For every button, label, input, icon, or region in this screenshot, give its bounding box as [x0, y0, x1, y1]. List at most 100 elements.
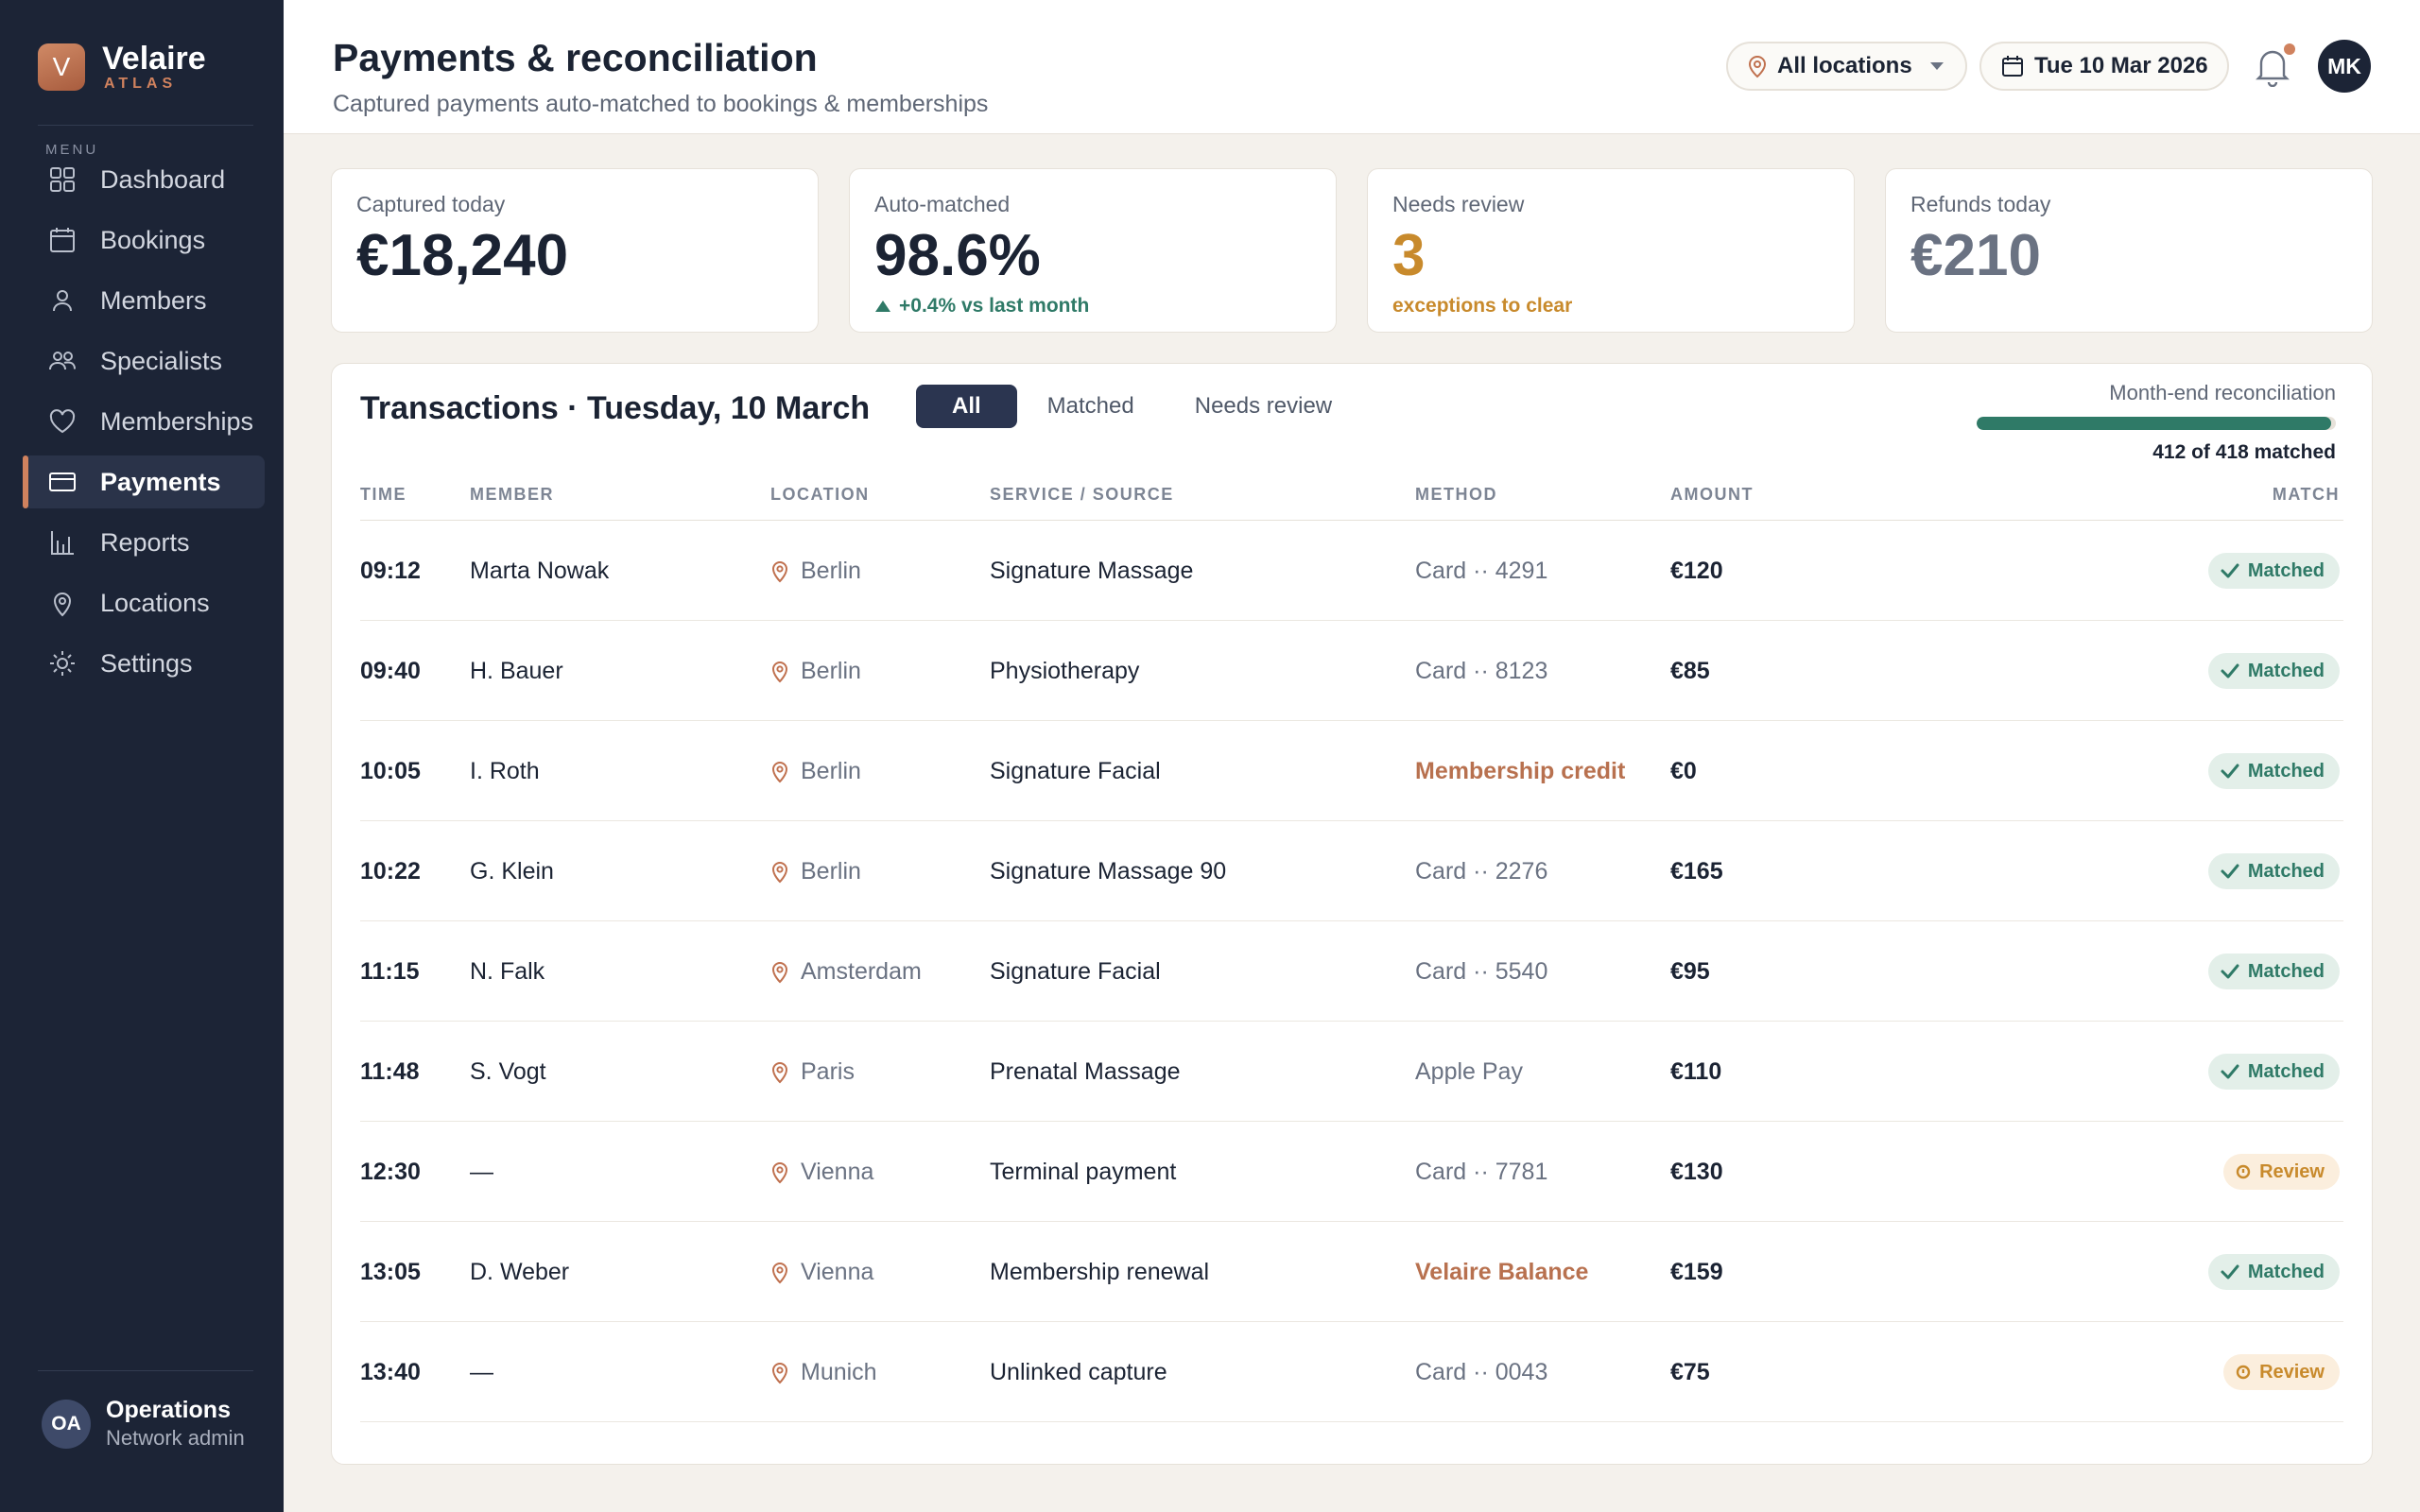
cell-match: Matched	[2207, 1222, 2340, 1322]
cell-amount: €75	[1670, 1358, 1710, 1385]
page-subtitle: Captured payments auto-matched to bookin…	[333, 91, 989, 117]
kpi-card-needs-review[interactable]: Needs review 3 exceptions to clear	[1367, 168, 1855, 333]
sidebar-item-label: Memberships	[100, 406, 254, 436]
cell-member: G. Klein	[470, 857, 554, 885]
status-label: Matched	[2247, 760, 2325, 782]
column-header-member[interactable]: MEMBER	[470, 485, 554, 504]
sidebar-item-settings[interactable]: Settings	[23, 637, 265, 690]
status-label: Matched	[2247, 660, 2325, 681]
sidebar-item-bookings[interactable]: Bookings	[23, 214, 265, 266]
tab-all[interactable]: All	[916, 385, 1017, 428]
column-header-location[interactable]: LOCATION	[770, 485, 870, 504]
location-label: Berlin	[801, 557, 861, 584]
alert-icon	[2236, 1365, 2251, 1380]
sidebar-item-label: Settings	[100, 648, 193, 678]
cell-amount: €95	[1670, 957, 1710, 985]
transactions-table: 09:12 Marta Nowak Berlin Signature Massage C…	[360, 521, 2343, 1422]
table-row[interactable]: 11:48 S. Vogt Paris Prenatal Massage Apple P…	[360, 1022, 2343, 1122]
cell-match: Review	[2223, 1122, 2340, 1222]
status-badge[interactable]: Matched	[2207, 853, 2340, 889]
users-icon	[49, 352, 76, 370]
date-picker[interactable]: Tue 10 Mar 2026	[1979, 42, 2229, 91]
user-name: Operations	[106, 1397, 231, 1423]
recon-count: 412 of 418 matched	[2152, 441, 2336, 463]
pin-icon	[1748, 56, 1767, 78]
sidebar-item-members[interactable]: Members	[23, 274, 265, 327]
table-row[interactable]: 13:40 — Munich Unlinked capture Card ·· 0043…	[360, 1322, 2343, 1422]
status-badge[interactable]: Matched	[2207, 954, 2340, 989]
column-header-match[interactable]: MATCH	[2272, 485, 2340, 504]
table-row[interactable]: 11:15 N. Falk Amsterdam Signature Facial Car…	[360, 921, 2343, 1022]
cell-member: S. Vogt	[470, 1057, 546, 1085]
status-badge[interactable]: Matched	[2207, 753, 2340, 789]
sidebar-item-payments[interactable]: Payments	[23, 455, 265, 508]
brand[interactable]: V Velaire ATLAS	[38, 42, 206, 93]
cell-member: —	[470, 1358, 493, 1385]
location-filter[interactable]: All locations	[1726, 42, 1967, 91]
table-row[interactable]: 09:40 H. Bauer Berlin Physiotherapy Card ·· …	[360, 621, 2343, 721]
kpi-value: 98.6%	[874, 223, 1041, 288]
cell-amount: €159	[1670, 1258, 1723, 1285]
status-label: Review	[2259, 1160, 2325, 1182]
kpi-note: +0.4% vs last month	[899, 295, 1090, 317]
table-row[interactable]: 09:12 Marta Nowak Berlin Signature Massage C…	[360, 521, 2343, 621]
cell-member: H. Bauer	[470, 657, 563, 684]
avatar: OA	[42, 1399, 91, 1449]
bell-icon[interactable]	[2254, 45, 2291, 87]
alert-icon	[2236, 1164, 2251, 1179]
kpi-card-auto-matched: Auto-matched 98.6% +0.4% vs last month	[849, 168, 1337, 333]
cell-method: Card ·· 7781	[1415, 1158, 1548, 1185]
table-row[interactable]: 10:05 I. Roth Berlin Signature Facial Member…	[360, 721, 2343, 821]
cell-member: Marta Nowak	[470, 557, 610, 584]
status-badge[interactable]: Matched	[2207, 1254, 2340, 1290]
sidebar-item-reports[interactable]: Reports	[23, 516, 265, 569]
avatar[interactable]: MK	[2318, 40, 2371, 93]
table-row[interactable]: 12:30 — Vienna Terminal payment Card ·· 7781…	[360, 1122, 2343, 1222]
cell-method: Membership credit	[1415, 757, 1626, 784]
table-row[interactable]: 13:05 D. Weber Vienna Membership renewal Vel…	[360, 1222, 2343, 1322]
sidebar-item-locations[interactable]: Locations	[23, 576, 265, 629]
filter-tabs: All Matched Needs review	[916, 385, 1362, 428]
kpi-label: Auto-matched	[874, 192, 1011, 216]
sidebar-item-memberships[interactable]: Memberships	[23, 395, 265, 448]
cell-service: Unlinked capture	[990, 1358, 1167, 1385]
column-header-amount[interactable]: AMOUNT	[1670, 485, 1754, 504]
cell-method: Card ·· 8123	[1415, 657, 1548, 684]
sidebar-item-dashboard[interactable]: Dashboard	[23, 153, 265, 206]
status-badge[interactable]: Matched	[2207, 653, 2340, 689]
cell-time: 13:05	[360, 1258, 421, 1285]
cell-service: Signature Massage 90	[990, 857, 1227, 885]
status-label: Matched	[2247, 860, 2325, 882]
cell-service: Terminal payment	[990, 1158, 1177, 1185]
status-badge[interactable]: Matched	[2207, 553, 2340, 589]
sidebar-item-label: Reports	[100, 527, 190, 557]
check-icon	[2221, 563, 2239, 578]
kpi-note: exceptions to clear	[1392, 295, 1573, 317]
tab-needs-review[interactable]: Needs review	[1194, 393, 1333, 419]
tab-matched[interactable]: Matched	[1046, 393, 1134, 419]
table-row[interactable]: 10:22 G. Klein Berlin Signature Massage 90 C…	[360, 821, 2343, 921]
recon-progress-bar	[1977, 417, 2336, 430]
sidebar-item-label: Payments	[100, 467, 221, 496]
status-label: Matched	[2247, 960, 2325, 982]
status-badge[interactable]: Matched	[2207, 1054, 2340, 1090]
chevron-down-icon	[1929, 62, 1944, 70]
brand-name: Velaire	[102, 41, 206, 77]
cell-location: Munich	[770, 1322, 877, 1422]
cell-match: Matched	[2207, 1022, 2340, 1122]
cell-match: Matched	[2207, 721, 2340, 821]
check-icon	[2221, 1264, 2239, 1280]
status-badge[interactable]: Review	[2223, 1154, 2340, 1190]
heart-icon	[49, 409, 76, 434]
kpi-label: Captured today	[356, 192, 506, 216]
column-header-time[interactable]: TIME	[360, 485, 406, 504]
panel-title: Transactions · Tuesday, 10 March	[360, 390, 871, 426]
sidebar-item-specialists[interactable]: Specialists	[23, 335, 265, 387]
cell-time: 09:12	[360, 557, 421, 584]
cell-service: Physiotherapy	[990, 657, 1140, 684]
sidebar-user[interactable]: OA Operations Network admin	[42, 1397, 245, 1451]
kpi-label: Refunds today	[1910, 192, 2051, 216]
column-header-method[interactable]: METHOD	[1415, 485, 1497, 504]
column-header-service[interactable]: SERVICE / SOURCE	[990, 485, 1174, 504]
status-badge[interactable]: Review	[2223, 1354, 2340, 1390]
